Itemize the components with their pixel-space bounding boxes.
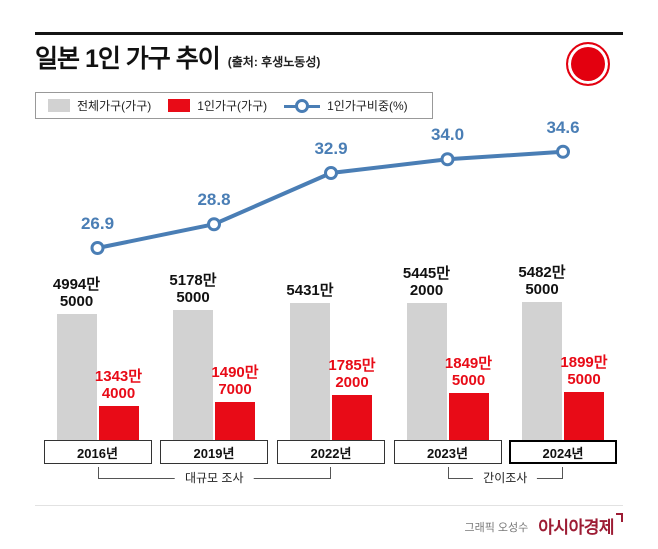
- footer-divider: [35, 505, 623, 506]
- legend-ratio-label: 1인가구비중(%): [327, 99, 408, 113]
- single-value-label: 1343만 4000: [94, 368, 143, 403]
- legend: 전체가구(가구) 1인가구(가구) 1인가구비중(%): [35, 92, 433, 119]
- ratio-value-label: 28.8: [197, 190, 231, 210]
- total-bar: [173, 309, 213, 440]
- legend-single-label: 1인가구(가구): [197, 99, 268, 113]
- brand-mark-icon: [616, 513, 623, 522]
- ratio-value-label: 34.0: [430, 125, 465, 145]
- single-swatch: [168, 99, 191, 112]
- top-rule: [35, 32, 623, 35]
- page-title: 일본 1인 가구 추이: [35, 45, 221, 73]
- survey-bracket-label: 대규모 조사: [174, 469, 254, 486]
- single-value-label: 1899만 5000: [560, 354, 608, 389]
- source-note: (출처: 후생노동성): [227, 55, 321, 69]
- total-value-label: 5431만: [286, 282, 334, 300]
- total-value-label: 5178만 5000: [169, 271, 217, 306]
- ratio-value-label: 34.6: [546, 117, 580, 137]
- ratio-value-label: 26.9: [80, 214, 115, 233]
- total-bar: [290, 303, 330, 440]
- total-bar: [522, 302, 562, 440]
- single-value-label: 1490만 7000: [211, 364, 259, 399]
- legend-total-label: 전체가구(가구): [77, 99, 152, 113]
- single-bar: [215, 402, 255, 440]
- survey-bracket: 간이조사: [447, 467, 563, 486]
- total-bar: [406, 302, 447, 440]
- survey-bracket-label: 간이조사: [473, 469, 538, 486]
- year-label: 2016년: [43, 440, 152, 464]
- ratio-value-label: 32.9: [314, 139, 348, 158]
- year-label: 2023년: [393, 440, 502, 464]
- total-value-label: 4994만 5000: [52, 276, 101, 311]
- total-value-label: 5445만 2000: [402, 264, 451, 299]
- ratio-point: [207, 217, 221, 232]
- ratio-point: [440, 152, 455, 167]
- total-swatch: [48, 99, 70, 112]
- footer: 그래픽 오성수 아시아경제: [35, 513, 623, 538]
- ratio-point: [556, 144, 570, 159]
- japan-flag-icon: [566, 42, 610, 86]
- ratio-line-icon: [284, 98, 321, 113]
- year-label: 2019년: [160, 440, 268, 464]
- year-label: 2022년: [277, 440, 385, 464]
- single-value-label: 1849만 5000: [444, 355, 493, 390]
- single-value-label: 1785만 2000: [328, 357, 376, 392]
- credit-text: 그래픽 오성수: [464, 522, 529, 534]
- single-bar: [332, 395, 372, 440]
- single-bar: [448, 393, 489, 440]
- header: 일본 1인 가구 추이 (출처: 후생노동성): [35, 44, 320, 74]
- total-value-label: 5482만 5000: [518, 264, 566, 298]
- survey-bracket: 대규모 조사: [97, 467, 331, 486]
- year-label: 2024년: [509, 440, 617, 464]
- brand-logo: 아시아경제: [538, 513, 623, 538]
- ratio-point: [324, 166, 338, 180]
- ratio-point: [90, 241, 105, 255]
- brand-text: 아시아경제: [538, 518, 614, 537]
- single-bar: [98, 406, 139, 440]
- total-bar: [56, 314, 97, 440]
- single-bar: [564, 392, 604, 440]
